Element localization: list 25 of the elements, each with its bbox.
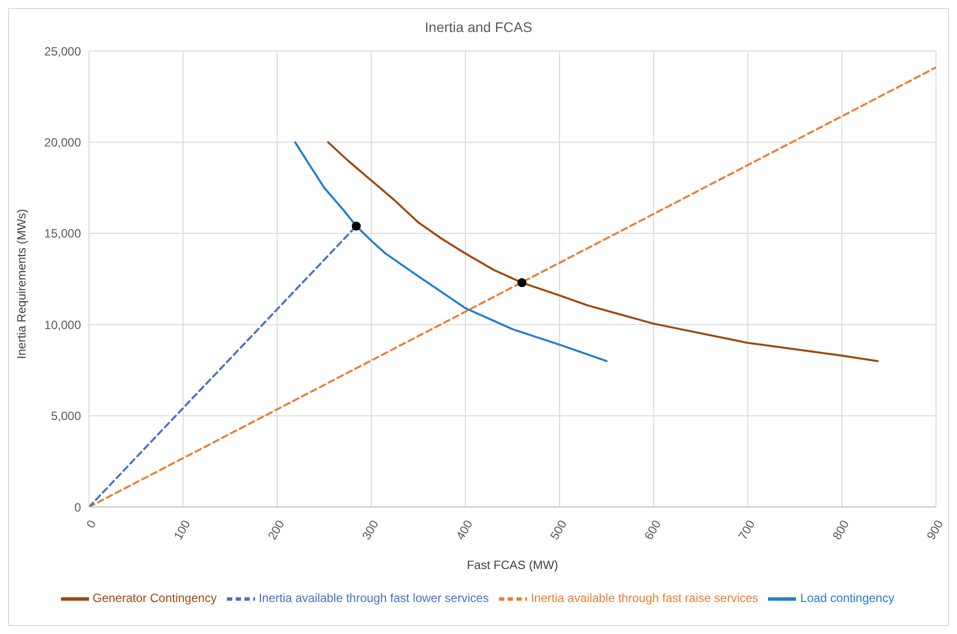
x-tick-label: 700 xyxy=(736,517,758,542)
chart-title: Inertia and FCAS xyxy=(424,18,534,37)
y-tick-label: 15,000 xyxy=(44,226,82,241)
x-tick-label: 200 xyxy=(265,517,288,542)
y-tick-label: 0 xyxy=(74,500,82,514)
x-tick-label: 0 xyxy=(84,517,100,531)
x-tick-label: 500 xyxy=(547,517,570,542)
y-tick-label: 5,000 xyxy=(50,409,82,424)
x-tick-label: 100 xyxy=(170,517,194,542)
y-tick-label: 25,000 xyxy=(44,44,82,58)
line-series xyxy=(294,141,608,362)
legend-label: Inertia available through fast raise services xyxy=(530,591,758,606)
y-tick-label: 20,000 xyxy=(44,135,82,150)
x-tick-label: 600 xyxy=(642,517,664,542)
x-tick-label: 800 xyxy=(830,517,852,542)
x-tick-label: 300 xyxy=(359,517,382,542)
y-tick-label: 10,000 xyxy=(44,318,82,332)
x-tick-label: 400 xyxy=(453,517,476,542)
line-series xyxy=(327,141,879,362)
x-axis-title: Fast FCAS (MW) xyxy=(466,558,558,572)
legend-label: Inertia available through fast lower services xyxy=(258,591,489,606)
legend-label: Generator Contingency xyxy=(92,591,217,606)
legend-label: Load contingency xyxy=(800,591,894,606)
x-tick-label: 900 xyxy=(924,517,946,542)
y-axis-title: Inertia Requirements (MWs) xyxy=(14,208,28,359)
